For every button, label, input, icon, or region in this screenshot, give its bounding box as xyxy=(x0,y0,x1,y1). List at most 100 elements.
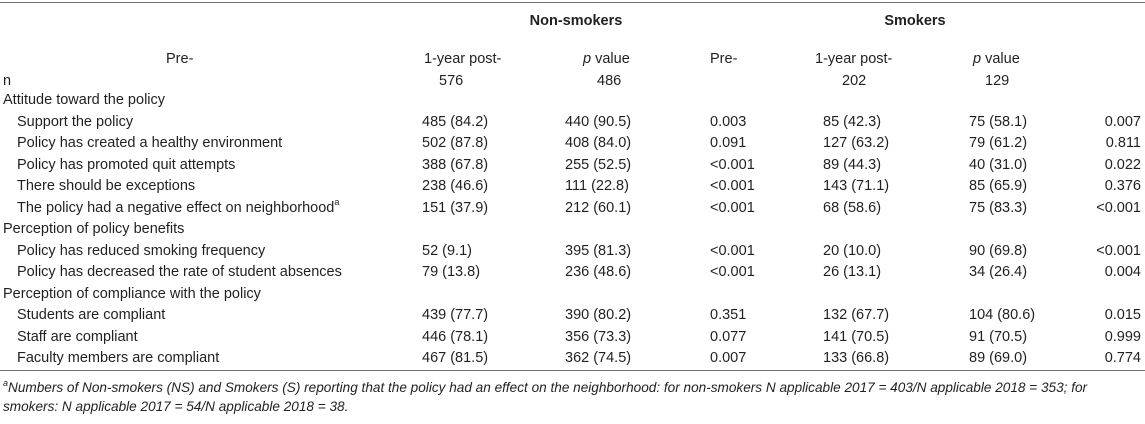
cell: 40 (31.0) xyxy=(969,156,1028,173)
table-bottom-rule xyxy=(0,370,1145,371)
row-label: Support the policy xyxy=(17,114,133,130)
table-row: Policy has created a healthy environment… xyxy=(0,135,1145,156)
section-label: Perception of policy benefits xyxy=(3,221,184,237)
cell: <0.001 xyxy=(1096,199,1141,216)
cell: 440 (90.5) xyxy=(565,113,632,130)
n-smokers-post: 129 xyxy=(985,73,1010,89)
footnote: aNumbers of Non-smokers (NS) and Smokers… xyxy=(3,378,1141,416)
row-label: Staff are compliant xyxy=(17,329,138,345)
cell: 0.015 xyxy=(1104,307,1141,323)
cell: 502 (87.8) xyxy=(422,135,489,151)
cell: 52 (9.1) xyxy=(422,242,472,259)
cell: 0.022 xyxy=(1104,156,1141,173)
label-text: Support the policy xyxy=(17,113,134,130)
cell: 0.007 xyxy=(1104,113,1141,130)
cell: 141 (70.5) xyxy=(823,328,890,345)
group-header-smokers: Smokers xyxy=(884,13,946,29)
col-header-post-smokers: 1-year post- xyxy=(815,51,893,67)
row-label: Policy has promoted quit attempts xyxy=(17,157,235,173)
section-row: Perception of compliance with the policy xyxy=(0,286,1145,307)
cell: 133 (66.8) xyxy=(823,350,890,366)
cell: 127 (63.2) xyxy=(823,135,890,151)
cell: 0.004 xyxy=(1104,264,1141,280)
n-label: n xyxy=(3,73,12,89)
cell: <0.001 xyxy=(710,178,755,194)
cell: 79 (13.8) xyxy=(422,264,481,280)
cell: 90 (69.8) xyxy=(969,242,1028,259)
cell: 390 (80.2) xyxy=(565,307,632,323)
row-label: Faculty members are compliant xyxy=(17,350,219,366)
cell: 26 (13.1) xyxy=(823,264,882,280)
cell: <0.001 xyxy=(710,242,755,259)
cell: 0.007 xyxy=(710,350,747,366)
cell: 75 (58.1) xyxy=(969,113,1028,130)
table-row: Students are compliant 439 (77.7) 390 (80.… xyxy=(0,307,1145,328)
cell: 0.003 xyxy=(710,113,747,130)
cell: 0.376 xyxy=(1104,178,1141,194)
cell: 34 (26.4) xyxy=(969,264,1028,280)
label-text: Attitude toward the policy xyxy=(3,92,166,108)
cell: 236 (48.6) xyxy=(565,264,632,280)
cell: 75 (83.3) xyxy=(969,199,1028,216)
footnote-marker: a xyxy=(334,196,340,207)
pvalue-rest: value xyxy=(981,51,1020,67)
label-text: Policy has promoted quit attempts xyxy=(17,156,236,173)
cell: 485 (84.2) xyxy=(422,113,489,130)
cell: 91 (70.5) xyxy=(969,328,1028,345)
col-header-pvalue: p value xyxy=(583,51,630,67)
cell: 0.351 xyxy=(710,307,747,323)
cell: 132 (67.7) xyxy=(823,307,890,323)
cell: 0.999 xyxy=(1104,328,1141,345)
cell: <0.001 xyxy=(1096,242,1141,259)
row-label: Policy has decreased the rate of student… xyxy=(17,264,342,280)
section-row: Attitude toward the policy xyxy=(0,92,1145,113)
row-label: There should be exceptions xyxy=(17,178,195,194)
row-label: The policy had a negative effect on neig… xyxy=(17,196,340,216)
col-header-pvalue-smokers: p value xyxy=(973,51,1020,67)
table-row: Policy has reduced smoking frequency 52 (… xyxy=(0,243,1145,264)
cell: 212 (60.1) xyxy=(565,199,632,216)
n-smokers-pre: 202 xyxy=(842,73,867,89)
cell: 0.774 xyxy=(1104,350,1141,366)
cell: 151 (37.9) xyxy=(422,199,489,216)
pvalue-rest: value xyxy=(591,51,630,67)
col-header-pre-smokers: Pre- xyxy=(710,51,738,67)
cell: 20 (10.0) xyxy=(823,242,882,259)
cell: 362 (74.5) xyxy=(565,350,632,366)
cell: 0.077 xyxy=(710,328,747,345)
cell: 85 (65.9) xyxy=(969,178,1028,194)
cell: 0.091 xyxy=(710,135,747,151)
table-row: Faculty members are compliant 467 (81.5) 3… xyxy=(0,350,1145,371)
cell: 0.811 xyxy=(1105,135,1141,151)
p-italic: p xyxy=(583,51,592,67)
cell: 143 (71.1) xyxy=(823,178,890,194)
cell: 356 (73.3) xyxy=(565,328,632,345)
row-label: Policy has reduced smoking frequency xyxy=(17,243,265,259)
table-row: Policy has promoted quit attempts 388 (67… xyxy=(0,157,1145,178)
row-label: Students are compliant xyxy=(17,307,165,323)
cell: <0.001 xyxy=(710,156,755,173)
n-nonsmokers-pre: 576 xyxy=(439,73,464,89)
cell: 111 (22.8) xyxy=(565,178,629,194)
label-text: Students are compliant xyxy=(17,307,166,323)
cell: 79 (61.2) xyxy=(969,135,1028,151)
cell: <0.001 xyxy=(710,264,755,280)
cell: 395 (81.3) xyxy=(565,242,632,259)
cell: 85 (42.3) xyxy=(823,113,882,130)
label-text: Perception of compliance with the policy xyxy=(3,285,261,302)
label-text: Policy has reduced smoking frequency xyxy=(17,242,266,259)
label-text: Policy has created a healthy environment xyxy=(17,135,283,151)
table-row: Support the policy 485 (84.2) 440 (90.5) 0.… xyxy=(0,114,1145,135)
label-text: Policy has decreased the rate of student… xyxy=(17,264,342,280)
cell: 467 (81.5) xyxy=(422,350,489,366)
col-header-post: 1-year post- xyxy=(424,51,502,67)
cell: 408 (84.0) xyxy=(565,135,632,151)
footnote-marker: a xyxy=(3,378,9,388)
cell: <0.001 xyxy=(710,199,755,216)
cell: 439 (77.7) xyxy=(422,307,489,323)
cell: 238 (46.6) xyxy=(422,178,489,194)
section-row: Perception of policy benefits xyxy=(0,221,1145,242)
table-row: There should be exceptions 238 (46.6) 111 … xyxy=(0,178,1145,199)
cell: 255 (52.5) xyxy=(565,156,632,173)
